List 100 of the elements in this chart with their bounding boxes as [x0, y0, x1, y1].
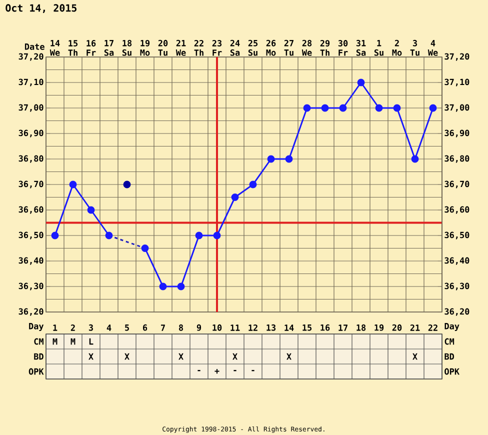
x-tick-label: 7: [161, 324, 165, 331]
y2-tick-label: BD: [444, 353, 454, 360]
x-axis-title: Day: [29, 323, 44, 331]
point: [411, 155, 419, 163]
x-tick-label: 31 Sa: [356, 40, 366, 56]
x-tick-label: 21: [410, 324, 420, 331]
y-tick-label: 36,40: [18, 257, 44, 265]
text: X: [232, 353, 238, 360]
x-axis-title: Date: [24, 44, 44, 50]
y2-tick-label: 36,80: [444, 155, 470, 163]
y2-tick-label: 36,30: [444, 282, 470, 290]
point: [375, 104, 383, 112]
y-tick-label: 36,70: [18, 180, 44, 188]
x-tick-label: 10: [212, 324, 222, 331]
point: [87, 206, 95, 214]
x-tick-label: 11: [230, 324, 240, 331]
x-tick-label: 14: [284, 324, 294, 331]
y-tick-label: CM: [34, 338, 44, 345]
y-tick-label: OPK: [28, 368, 44, 375]
x-tick-label: 23 Fr: [212, 40, 222, 56]
x-tick-label: 16 Fr: [86, 40, 96, 56]
x-tick-label: 13: [266, 324, 276, 331]
x-tick-label: 18: [356, 324, 366, 331]
x-tick-label: 27 Tu: [284, 40, 294, 56]
text: -: [234, 370, 236, 372]
y-tick-label: 37,00: [18, 104, 44, 112]
x-tick-label: 4: [106, 324, 112, 331]
text: X: [286, 353, 292, 360]
y2-tick-label: 37,20: [444, 53, 470, 61]
point: [195, 232, 203, 240]
text: +: [214, 369, 220, 374]
point: [303, 104, 311, 112]
point: [51, 232, 59, 240]
x-tick-label: 18 Su: [122, 40, 132, 56]
y2-tick-label: 36,60: [444, 206, 470, 214]
point: [69, 180, 77, 188]
point: [249, 180, 257, 188]
x-tick-label: 22 Th: [194, 40, 204, 56]
x-tick-label: 24 Sa: [230, 40, 240, 56]
x-tick-label: 3 Tu: [410, 40, 420, 56]
x-tick-label: 21 We: [176, 40, 186, 56]
x-tick-label: 2: [70, 324, 75, 331]
x-tick-label: 25 Su: [248, 40, 258, 56]
x-tick-label: 5: [125, 324, 129, 331]
x-tick-label: 28 We: [302, 40, 312, 56]
point: [339, 104, 347, 112]
x-tick-label: 19 Mo: [140, 40, 150, 56]
y2-tick-label: 36,40: [444, 257, 470, 265]
point: [231, 194, 239, 201]
x-tick-label: 17: [338, 324, 348, 331]
text: Day: [444, 323, 460, 331]
y-tick-label: BD: [34, 353, 44, 360]
text: -: [198, 370, 200, 372]
y2-tick-label: 36,50: [444, 232, 470, 240]
text: M: [70, 338, 76, 345]
text: X: [88, 353, 94, 360]
x-tick-label: 19: [374, 324, 384, 331]
y2-tick-label: 36,70: [444, 180, 470, 188]
point: [321, 104, 329, 112]
y2-tick-label: 36,90: [444, 130, 470, 138]
x-tick-label: 2 Mo: [392, 40, 402, 56]
point: [159, 282, 167, 290]
x-tick-label: 1 Su: [374, 40, 384, 56]
y-tick-label: 36,90: [18, 130, 44, 138]
point: [213, 232, 221, 240]
point: [393, 104, 401, 112]
point: [267, 155, 275, 163]
text: L: [89, 338, 94, 345]
x-tick-label: 15: [302, 324, 312, 331]
y-tick-label: 37,20: [18, 53, 44, 61]
x-tick-label: 6: [143, 324, 148, 331]
y2-tick-label: 37,10: [444, 78, 470, 86]
x-tick-label: 20: [392, 324, 402, 331]
x-tick-label: 9: [196, 324, 202, 331]
y2-tick-label: OPK: [444, 368, 460, 375]
x-tick-label: 16: [320, 324, 330, 331]
y2-tick-label: 36,20: [444, 308, 470, 316]
x-tick-label: 20 Tu: [158, 40, 168, 56]
point: [357, 78, 365, 86]
y2-tick-label: 37,00: [444, 104, 470, 112]
point: [177, 282, 185, 290]
x-tick-label: 15 Th: [68, 40, 78, 56]
x-tick-label: 3: [88, 324, 93, 331]
point: [141, 244, 149, 252]
text: -: [252, 370, 254, 372]
y-tick-label: 36,30: [18, 282, 44, 290]
x-tick-label: 1: [53, 324, 58, 331]
x-tick-label: 12: [248, 324, 258, 331]
x-tick-label: 14 We: [50, 40, 60, 56]
text: X: [124, 353, 130, 360]
x-tick-label: 29 Th: [320, 40, 330, 56]
point: [105, 232, 113, 240]
x-tick-label: 4 We: [428, 40, 438, 56]
y-tick-label: 36,80: [18, 155, 44, 163]
text: X: [412, 353, 418, 360]
point: [429, 104, 437, 112]
y-tick-label: 36,60: [18, 206, 44, 214]
text: M: [52, 338, 58, 345]
y-tick-label: 37,10: [18, 78, 44, 86]
x-tick-label: 26 Mo: [266, 40, 276, 56]
